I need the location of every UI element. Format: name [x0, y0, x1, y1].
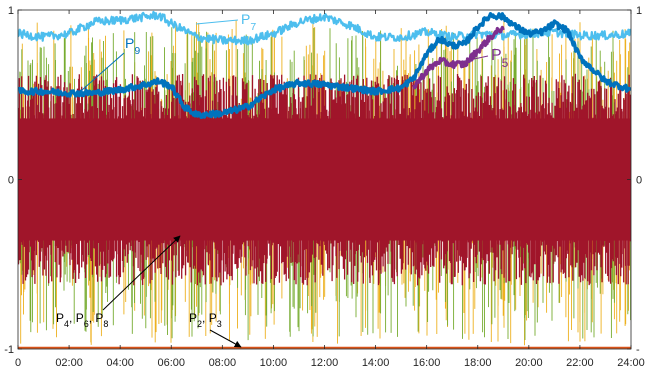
- x-tick-label: 06:00: [157, 357, 185, 369]
- x-tick-label: 04:00: [106, 357, 134, 369]
- y-tick-label-left: 0: [8, 175, 14, 187]
- series-p7-line: [18, 10, 631, 46]
- x-tick-label: 08:00: [209, 357, 237, 369]
- x-tick-label: 22:00: [566, 357, 594, 369]
- series-p9-line: [18, 12, 631, 119]
- x-tick-label: 02:00: [55, 357, 83, 369]
- annotation-p2-p3: P2, P3: [189, 311, 222, 329]
- y-tick-label-right: 0: [636, 175, 642, 187]
- x-tick-label: 18:00: [464, 357, 492, 369]
- annotation-p5: P5: [491, 47, 509, 70]
- annotation-p7: P7: [241, 11, 256, 33]
- series-p5-line: [412, 25, 505, 90]
- x-tick-label: 14:00: [362, 357, 390, 369]
- x-tick-label: 0: [15, 357, 21, 369]
- annotation-p4-p6-p8: P4, P6, P8: [56, 311, 108, 329]
- x-tick-label: 12:00: [311, 357, 339, 369]
- x-tick-label: 24:00: [617, 357, 645, 369]
- annotation-p9: P9: [125, 35, 140, 57]
- series-p4-p6-p8-band: [18, 18, 631, 346]
- x-tick-label: 10:00: [260, 357, 288, 369]
- y-tick-label-left: 1: [8, 5, 14, 17]
- y-tick-label-right: 1: [636, 5, 642, 17]
- y-tick-label-left: -1: [4, 344, 14, 356]
- x-tick-label: 20:00: [515, 357, 543, 369]
- x-tick-label: 16:00: [413, 357, 441, 369]
- y-tick-label-right: -: [636, 344, 640, 356]
